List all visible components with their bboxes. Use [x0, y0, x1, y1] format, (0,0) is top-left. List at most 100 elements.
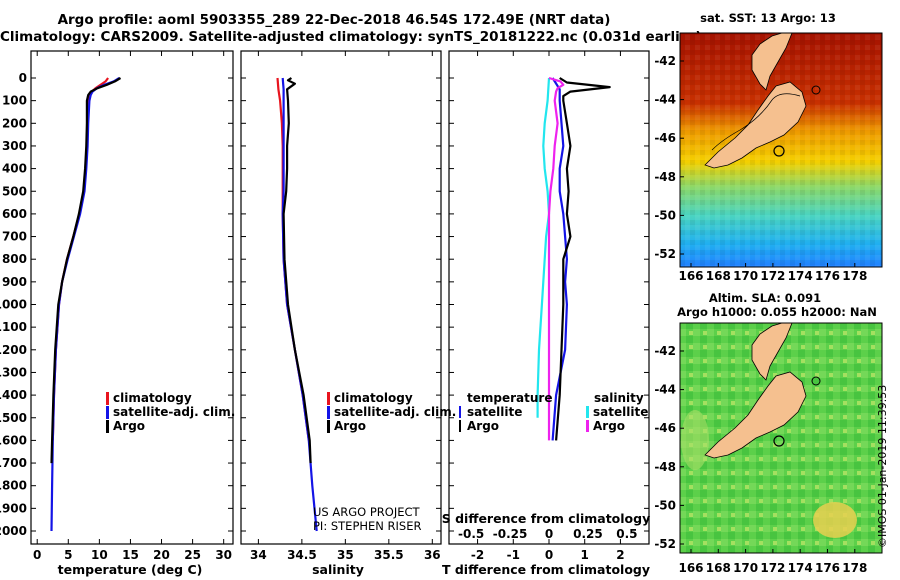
map-lat-label: -42: [654, 54, 676, 68]
map-lon-label: 176: [815, 561, 840, 575]
map-lat-label: -44: [654, 93, 676, 107]
legend-label-sal-argo: Argo: [593, 419, 625, 433]
legend-label-satellite: satellite-adj. clim.: [113, 405, 235, 419]
temperature-axis-label: temperature (deg C): [58, 562, 203, 577]
legend-swatch-argo: [327, 420, 330, 433]
map-lat-label: -46: [654, 421, 676, 435]
legend-label-sal-satellite: satellite: [593, 405, 648, 419]
map-lon-label: 172: [760, 561, 785, 575]
depth-tick-label: 100: [2, 94, 27, 108]
map-lat-label: -52: [654, 247, 676, 261]
sst-map-title: sat. SST: 13 Argo: 13: [700, 11, 836, 25]
x-tick-label: -2: [471, 548, 484, 562]
top-x-tick-label: -0.5: [458, 527, 484, 541]
legend-swatch-satellite: [106, 406, 109, 419]
sst-marker-2: [811, 85, 821, 95]
sst-map: [679, 32, 883, 268]
temperature-panel: [30, 50, 234, 545]
south-island-land: [704, 81, 807, 169]
depth-tick-label: 1900: [0, 501, 27, 515]
legend-label-argo: Argo: [334, 419, 366, 433]
depth-tick-label: 1300: [0, 365, 27, 379]
sst-texture: [680, 33, 882, 267]
x-tick-label: 5: [64, 548, 72, 562]
sst-contour: [711, 93, 801, 151]
legend-swatch-sal-satellite: [586, 406, 589, 418]
legend-heading-temperature: temperature: [467, 391, 552, 405]
legend-swatch-argo: [106, 420, 109, 433]
credit-pi: PI: STEPHEN RISER: [313, 519, 422, 533]
legend-swatch-climatology: [327, 392, 330, 405]
depth-tick-label: 900: [2, 275, 27, 289]
x-tick-label: 0: [33, 548, 41, 562]
sla-map-title-line2: Argo h1000: 0.055 h2000: NaN: [677, 305, 877, 319]
legend-label-satellite: satellite-adj. clim.: [334, 405, 456, 419]
x-tick-label: 20: [153, 548, 170, 562]
map-lon-label: 166: [678, 561, 703, 575]
map-lon-label: 176: [815, 269, 840, 283]
imos-watermark: ©IMOS 01-Jan-2019 11:39:53: [876, 384, 889, 548]
depth-tick-label: 500: [2, 184, 27, 198]
depth-tick-label: 800: [2, 252, 27, 266]
sla-float-marker: [773, 435, 785, 447]
salinity-legend: climatology satellite-adj. clim. Argo: [327, 391, 456, 433]
map-lat-label: -52: [654, 537, 676, 551]
depth-tick-label: 0: [19, 71, 27, 85]
series-salinity-argo: [547, 76, 565, 441]
salinity-panel: [240, 50, 442, 545]
x-tick-label: 35: [337, 548, 354, 562]
x-tick-label: 36: [424, 548, 441, 562]
map-lon-label: 166: [678, 269, 703, 283]
map-lat-label: -44: [654, 383, 676, 397]
depth-axis: 0 100 200 300 400 500 600 700 800 900 1000 1100 1200…: [0, 71, 649, 538]
north-island-land: [751, 32, 793, 91]
depth-tick-label: 1700: [0, 456, 27, 470]
depth-tick-label: 1500: [0, 411, 27, 425]
map-lon-label: 174: [788, 269, 813, 283]
sst-float-marker: [773, 145, 785, 157]
sla-high-patch: [813, 502, 857, 538]
temperature-legend: climatology satellite-adj. clim. Argo: [106, 391, 235, 433]
x-tick-label: 0: [545, 548, 553, 562]
figure-title-line1: Argo profile: aoml 5903355_289 22-Dec-20…: [57, 12, 611, 28]
legend-swatch-climatology: [106, 392, 109, 405]
difference-legend: temperature salinity satellite Argo sate…: [459, 391, 648, 433]
x-tick-label: 1: [581, 548, 589, 562]
t-difference-axis-label: T difference from climatology: [442, 562, 650, 577]
sla-patch-2: [681, 410, 709, 470]
map-lat-label: -48: [654, 170, 676, 184]
x-tick-label: 10: [91, 548, 108, 562]
depth-tick-label: 1100: [0, 320, 27, 334]
map-lon-label: 170: [733, 561, 758, 575]
legend-label-temp-satellite: satellite: [467, 405, 522, 419]
legend-heading-salinity: salinity: [594, 391, 644, 405]
top-x-tick-label: 0.5: [616, 527, 637, 541]
depth-tick-label: 700: [2, 230, 27, 244]
south-island-land: [704, 371, 807, 459]
depth-tick-label: 1600: [0, 433, 27, 447]
legend-swatch-temp-argo: [459, 420, 461, 432]
top-x-tick-label: -0.25: [493, 527, 528, 541]
depth-tick-label: 1400: [0, 388, 27, 402]
legend-swatch-sal-argo: [586, 420, 589, 432]
legend-label-climatology: climatology: [334, 391, 413, 405]
x-tick-label: 35.5: [374, 548, 404, 562]
map-lon-label: 174: [788, 561, 813, 575]
legend-label-climatology: climatology: [113, 391, 192, 405]
series-layer: [50, 76, 611, 532]
s-difference-axis-label: S difference from climatology: [442, 511, 651, 526]
x-tick-label: -1: [507, 548, 520, 562]
series-argo: [282, 77, 312, 464]
x-tick-label: 25: [184, 548, 201, 562]
legend-swatch-temp-satellite: [459, 406, 461, 418]
depth-tick-label: 2000: [0, 524, 27, 538]
legend-label-argo: Argo: [113, 419, 145, 433]
depth-tick-label: 1800: [0, 479, 27, 493]
sst-map-frame: [679, 32, 883, 268]
map-axes: 166 168 170 172 174 176 178-42-44-46-48-50-521…: [654, 54, 867, 575]
series-temperature-argo: [555, 77, 611, 441]
depth-tick-label: 1200: [0, 343, 27, 357]
x-axes: 0 5 10 15 20 25 30 34 34.5 35 35.5 36 -2 -1 0 1 2 -0.5 -0.…: [33, 51, 637, 562]
sla-map: [679, 322, 883, 554]
sla-map-frame: [679, 322, 883, 554]
